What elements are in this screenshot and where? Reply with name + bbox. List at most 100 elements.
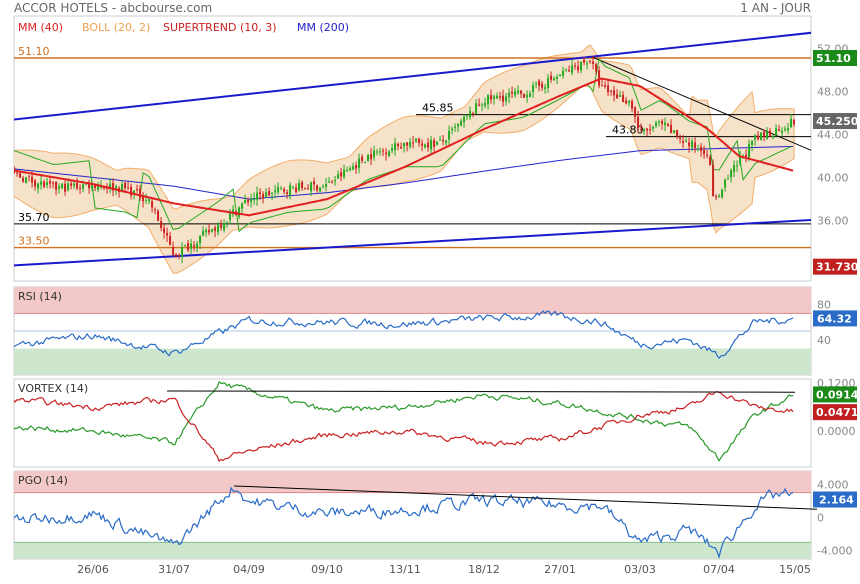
candle-body: [271, 192, 274, 194]
candle-body: [292, 186, 295, 188]
candle-body: [136, 189, 139, 191]
candle-body: [403, 142, 406, 147]
x-tick-label: 13/11: [389, 563, 421, 576]
candle-body: [469, 111, 472, 118]
candle-body: [736, 165, 739, 167]
pgo-title: PGO (14): [18, 474, 68, 487]
candle-body: [427, 142, 430, 148]
rsi-y-tick: 40: [817, 334, 831, 347]
price-y-tick: 40.00: [817, 172, 849, 185]
candle-body: [418, 138, 421, 144]
candle-body: [244, 200, 247, 203]
candle-body: [658, 121, 661, 123]
candle-body: [592, 61, 595, 64]
candle-body: [73, 183, 76, 186]
candle-body: [631, 101, 634, 109]
candle-body: [409, 141, 412, 147]
candle-body: [193, 245, 196, 247]
candle-body: [364, 162, 367, 164]
candle-body: [430, 139, 433, 150]
candle-body: [451, 128, 454, 130]
legend-mm40: MM (40): [18, 21, 63, 34]
x-tick-label: 15/05: [779, 563, 811, 576]
candle-body: [274, 190, 277, 193]
candle-body: [97, 185, 100, 190]
candle-body: [601, 85, 604, 87]
candle-body: [619, 95, 622, 97]
price-panel: 51.1033.5045.8543.8035.7052.0048.0044.00…: [4, 15, 859, 282]
candle-body: [286, 192, 289, 194]
candle-body: [436, 141, 439, 145]
x-tick-label: 04/09: [233, 563, 265, 576]
x-tick-label: 31/07: [158, 563, 190, 576]
price-value-label-2: 31.730: [816, 261, 859, 274]
candle-body: [196, 243, 199, 248]
candle-body: [394, 143, 397, 151]
candle-body: [121, 184, 124, 192]
candle-body: [76, 182, 79, 189]
candle-body: [202, 230, 205, 236]
candle-body: [310, 182, 313, 192]
candle-body: [724, 179, 727, 188]
candle-body: [16, 172, 19, 174]
candle-body: [64, 183, 67, 192]
price-y-tick: 44.00: [817, 128, 849, 141]
candle-body: [424, 144, 427, 148]
level-label-0: 51.10: [18, 45, 50, 58]
candle-body: [70, 183, 73, 186]
vortex-title: VORTEX (14): [18, 382, 88, 395]
vortex-line-plus: [14, 380, 794, 462]
x-axis: 26/06 31/07 04/09 09/10 13/11 18/12 27/01 03/03…: [77, 563, 811, 576]
candle-body: [259, 192, 262, 195]
candle-body: [400, 146, 403, 149]
pgo-y-tick: 4.000: [817, 478, 849, 491]
price-value-box-0: [813, 50, 857, 67]
candle-body: [58, 186, 61, 189]
candle-body: [397, 143, 400, 147]
candle-body: [703, 149, 706, 155]
candle-body: [679, 137, 682, 139]
candle-body: [511, 91, 514, 94]
rsi-y-tick: 80: [817, 299, 831, 312]
candle-body: [547, 77, 550, 88]
candle-body: [454, 126, 457, 128]
candle-body: [352, 166, 355, 170]
candle-body: [22, 178, 25, 182]
candle-body: [61, 184, 64, 189]
rsi-value-box: [813, 310, 857, 327]
candle-body: [361, 156, 364, 161]
candle-body: [682, 141, 685, 144]
candle-body: [760, 132, 763, 141]
candle-body: [37, 183, 40, 189]
candle-body: [493, 96, 496, 99]
pgo-panel: 4.000 0 -4.000 2.164: [13, 470, 857, 560]
candle-body: [208, 230, 211, 233]
candle-body: [670, 125, 673, 134]
price-value-box-1: [813, 113, 857, 130]
candle-body: [499, 96, 502, 98]
candle-body: [685, 140, 688, 142]
candle-body: [712, 164, 715, 196]
candle-body: [376, 151, 379, 153]
vortex-value-label-0: 0.0914: [816, 388, 859, 401]
candle-body: [355, 165, 358, 169]
candle-body: [94, 184, 97, 188]
candle-body: [607, 85, 610, 93]
candle-body: [526, 95, 529, 98]
candle-body: [673, 130, 676, 134]
candle-body: [88, 184, 91, 189]
candle-body: [268, 191, 271, 196]
candle-body: [688, 142, 691, 147]
price-value-box-2: [813, 258, 857, 275]
candle-body: [217, 225, 220, 233]
pgo-overbought-zone: [14, 471, 811, 493]
candle-body: [571, 65, 574, 73]
price-y-tick: 48.00: [817, 85, 849, 98]
rsi-panel: 80 40 64.32: [13, 286, 857, 376]
candle-body: [583, 59, 586, 63]
candle-body: [4, 170, 6, 171]
rsi-overbought-zone: [14, 287, 811, 314]
candle-body: [223, 223, 226, 230]
candle-body: [616, 94, 619, 99]
